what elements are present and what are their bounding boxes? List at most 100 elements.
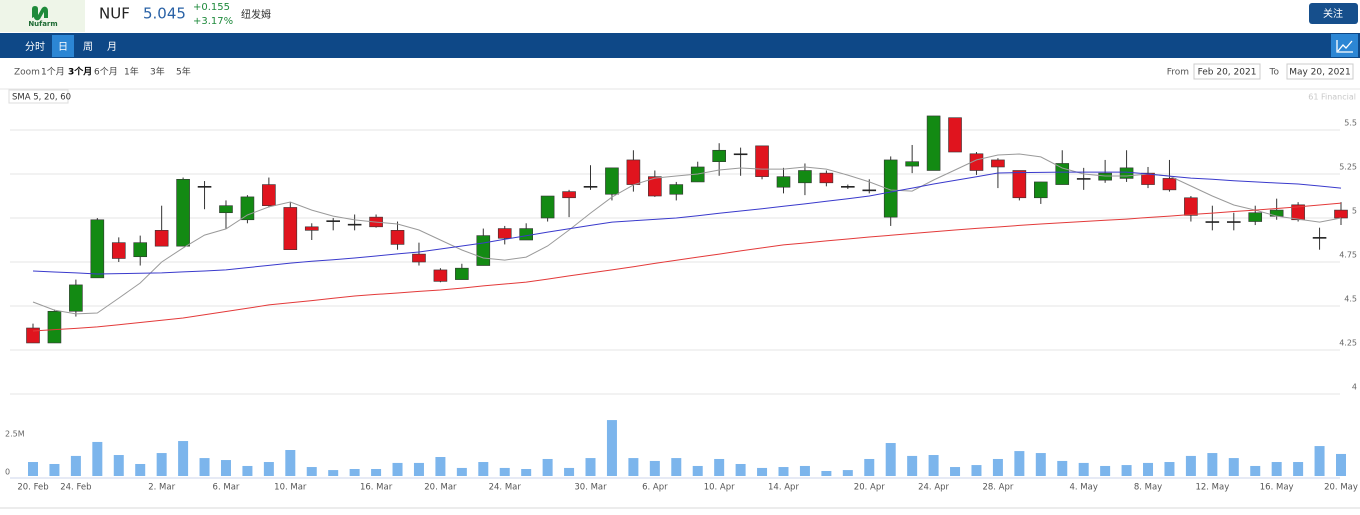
x-tick-label: 12. May (1195, 483, 1229, 493)
zoom-option[interactable]: 3个月 (68, 66, 92, 78)
volume-bar (564, 467, 575, 476)
candle-body (497, 228, 512, 239)
volume-bar (1314, 446, 1325, 476)
x-tick-label: 16. May (1260, 483, 1294, 493)
zoom-option[interactable]: 1个月 (41, 67, 65, 78)
indicator-label: SMA 5, 20, 60 (12, 93, 71, 103)
volume-bar (113, 455, 124, 476)
volume-bar (392, 462, 403, 476)
candle-body (583, 186, 598, 188)
price: 5.045 (143, 5, 186, 23)
from-input[interactable] (1193, 63, 1261, 80)
volume-bar (1143, 462, 1154, 476)
to-label: To (1269, 68, 1280, 78)
candle-body (347, 223, 362, 226)
from-date[interactable]: Feb 20, 2021 (1198, 68, 1257, 78)
volume-bar (864, 458, 875, 476)
candle-body (1098, 172, 1112, 181)
candle-body (991, 159, 1005, 168)
tab[interactable]: 日 (58, 42, 68, 53)
volume-bar (1271, 462, 1282, 476)
candle-body (1291, 204, 1305, 221)
candle-body (1205, 221, 1220, 223)
candle-body (1119, 167, 1134, 179)
candle-body (540, 195, 555, 219)
volume-bar (263, 462, 274, 476)
candle-body (1162, 178, 1177, 191)
candle-body (605, 167, 619, 195)
candle-body (69, 284, 83, 312)
sma-line (32, 171, 1342, 275)
x-tick-label: 20. Feb (17, 483, 48, 493)
y-tick-label: 5.5 (1344, 119, 1357, 128)
candle-body (969, 153, 984, 171)
candle-body (433, 269, 448, 282)
chart-icon[interactable] (1336, 40, 1353, 53)
follow-button-label[interactable]: 关注 (1323, 7, 1343, 20)
candle-body (905, 161, 919, 167)
candle-body (1312, 237, 1327, 239)
x-tick-label: 28. Apr (982, 483, 1013, 493)
volume-bar (1121, 465, 1132, 476)
tab[interactable]: 分时 (25, 41, 45, 53)
volume-bar (306, 467, 317, 476)
volume-bar (950, 467, 961, 476)
y-tick-label: 5.25 (1339, 163, 1357, 172)
volume-bar (1250, 465, 1261, 476)
volume-bar (628, 458, 639, 476)
to-date[interactable]: May 20, 2021 (1289, 68, 1351, 78)
candle-body (476, 235, 491, 266)
x-tick-label: 10. Apr (704, 483, 735, 493)
zoom-option[interactable]: 3年 (150, 66, 165, 78)
volume-bar (521, 469, 532, 476)
volume-bar (714, 458, 725, 476)
candle-body (219, 205, 233, 214)
x-tick-label: 24. Apr (918, 483, 949, 493)
logo-icon (32, 6, 48, 21)
volume-bar (971, 465, 982, 476)
volume-bar (885, 443, 896, 476)
volume-tick-label: 2.5M (5, 430, 25, 439)
sma-line (32, 202, 1342, 332)
candle-body (1248, 212, 1263, 222)
volume-bar (1014, 451, 1025, 476)
volume-bar (285, 450, 296, 476)
toolbar (0, 33, 1360, 58)
tab[interactable]: 月 (107, 41, 117, 53)
candle-body (562, 191, 576, 199)
candle-body (712, 149, 726, 162)
tab-active[interactable] (52, 35, 74, 57)
candle-body (755, 145, 769, 177)
y-tick-label: 4.75 (1339, 251, 1357, 260)
candle-body (304, 226, 319, 231)
follow-button[interactable] (1309, 3, 1358, 24)
candle-body (326, 220, 340, 222)
y-tick-label: 4.5 (1344, 295, 1357, 304)
volume-bar (1100, 465, 1111, 476)
volume-bar (1057, 460, 1068, 476)
volume-bar (413, 462, 424, 476)
candle-body (1055, 163, 1070, 185)
candle-body (648, 176, 662, 197)
zoom-option[interactable]: 5年 (176, 66, 191, 78)
zoom-option[interactable]: 6个月 (94, 67, 118, 78)
x-tick-label: 14. Apr (768, 483, 799, 493)
tab[interactable]: 周 (83, 41, 93, 53)
volume-bar (1293, 462, 1304, 476)
candle-body (819, 172, 834, 184)
x-tick-label: 6. Mar (213, 483, 240, 493)
candle-body (1012, 170, 1027, 199)
volume-bar (28, 462, 38, 476)
chart-icon-box[interactable] (1331, 34, 1358, 57)
volume-bar (1078, 462, 1089, 476)
volume-tick-label: 0 (5, 468, 10, 477)
candle-body (841, 186, 855, 188)
candle-body (90, 219, 105, 279)
zoom-option[interactable]: 1年 (124, 66, 139, 78)
to-input[interactable] (1286, 63, 1354, 80)
logo-box (0, 0, 85, 32)
volume-bar (1207, 453, 1218, 476)
sma-line (32, 153, 1342, 315)
volume-bar (907, 455, 918, 476)
